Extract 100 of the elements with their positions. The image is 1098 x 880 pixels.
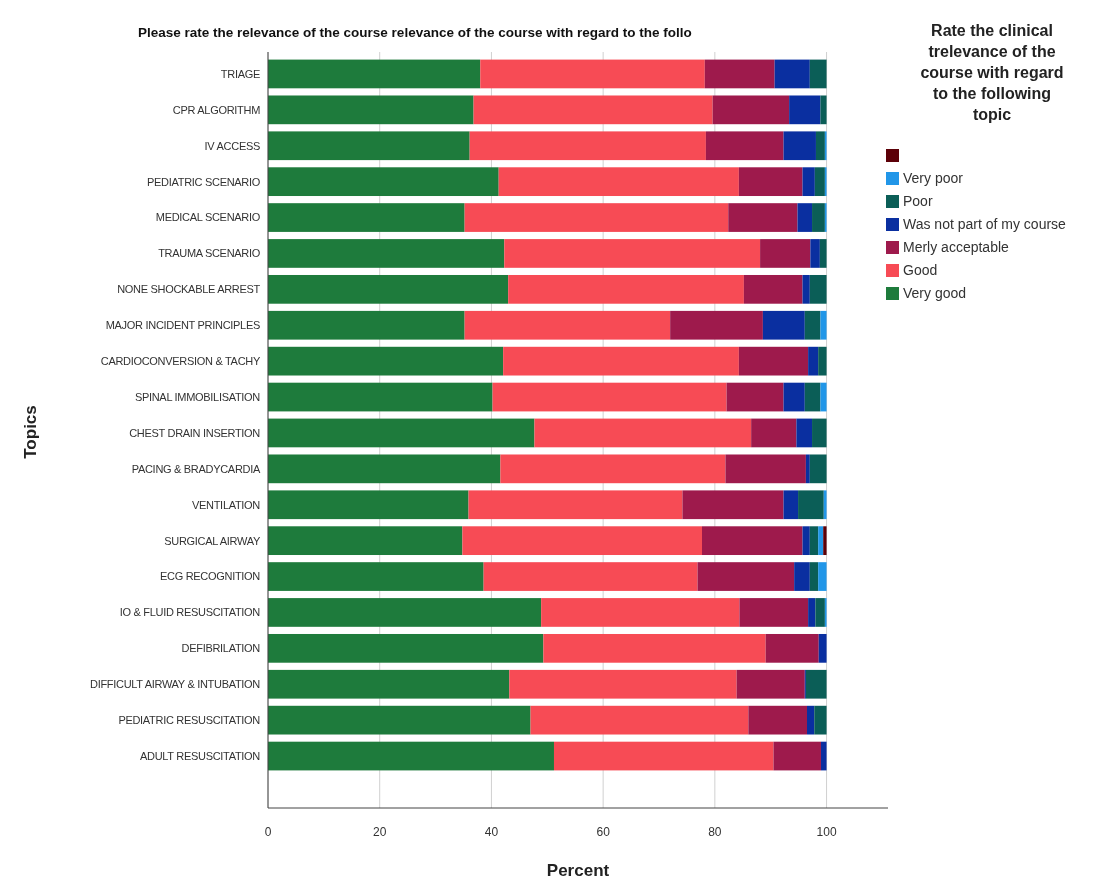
bar — [783, 490, 799, 520]
y-tick-label: MEDICAL SCENARIO — [155, 211, 261, 224]
bar — [492, 382, 727, 412]
bar — [812, 203, 825, 232]
bar — [728, 203, 798, 232]
bar — [268, 741, 554, 771]
bar — [712, 95, 790, 125]
x-tick-label: 80 — [708, 825, 722, 839]
bar — [268, 95, 474, 125]
x-tick-label: 60 — [596, 825, 611, 839]
bar — [805, 454, 810, 484]
bar — [504, 239, 761, 268]
bar — [802, 526, 810, 556]
bar — [738, 346, 809, 376]
bar — [808, 598, 816, 627]
bar — [697, 562, 795, 591]
bar — [774, 59, 810, 89]
y-tick-label: DEFIBRILATION — [181, 642, 261, 655]
bar — [810, 239, 820, 268]
bar — [765, 633, 819, 663]
y-tick-label: SURGICAL AIRWAY — [164, 534, 261, 547]
y-tick-label: IV ACCESS — [204, 139, 260, 152]
y-axis-title: Topics — [21, 405, 40, 459]
bar — [802, 167, 815, 197]
bar — [802, 274, 810, 304]
legend-title: Rate the clinical trelevance of the course with regard to the following topic — [920, 22, 1064, 123]
bar — [268, 274, 509, 304]
bar — [530, 705, 749, 735]
bar — [804, 310, 821, 340]
bar — [783, 131, 816, 161]
bar — [268, 633, 544, 663]
bar — [736, 669, 805, 699]
bar — [804, 382, 821, 412]
bar — [702, 526, 803, 556]
bar — [268, 454, 501, 484]
bar — [798, 490, 824, 520]
y-tick-label: TRAUMA SCENARIO — [158, 247, 261, 260]
bar — [268, 382, 493, 412]
bar — [760, 239, 811, 268]
bar — [268, 203, 465, 232]
bar — [268, 562, 484, 591]
bar — [814, 705, 827, 735]
bar — [814, 167, 825, 197]
bar — [789, 95, 821, 125]
bar — [469, 131, 706, 161]
bar — [743, 274, 803, 304]
y-tick-label: VENTILATION — [191, 498, 261, 511]
bar — [820, 741, 827, 771]
bar — [808, 346, 819, 376]
bar — [541, 598, 740, 627]
bar — [704, 59, 775, 89]
bar — [807, 705, 815, 735]
bar — [464, 203, 729, 232]
bar — [809, 454, 827, 484]
bar — [809, 59, 827, 89]
bar — [705, 131, 784, 161]
bar — [468, 490, 683, 520]
bar — [726, 382, 784, 412]
chart-title: Please rate the relevance of the course relevance of the course with regard to the follo — [138, 25, 692, 40]
bar — [783, 382, 805, 412]
y-tick-label: PEDIATRIC SCENARIO — [147, 175, 261, 188]
bar — [508, 274, 744, 304]
bar — [268, 598, 542, 627]
bar — [473, 95, 713, 125]
bar — [553, 741, 774, 771]
legend-label: Very good — [903, 285, 967, 301]
bar — [483, 562, 698, 591]
bar — [534, 418, 752, 448]
y-tick-label: DIFFICULT AIRWAY & INTUBATION — [90, 678, 261, 691]
bar — [818, 633, 827, 663]
legend-label: Poor — [903, 193, 933, 209]
bar — [268, 346, 504, 376]
bar — [818, 526, 824, 556]
bar — [820, 382, 827, 412]
bar — [268, 669, 510, 699]
y-tick-label: TRIAGE — [220, 67, 260, 80]
bar — [805, 669, 827, 699]
bar — [268, 239, 505, 268]
y-tick-label: CHEST DRAIN INSERTION — [129, 426, 261, 439]
bar — [682, 490, 784, 520]
bar — [819, 239, 827, 268]
bar — [818, 346, 827, 376]
y-tick-label: CPR ALGORITHM — [172, 103, 261, 116]
y-tick-label: MAJOR INCIDENT PRINCIPLES — [105, 319, 260, 332]
bar — [268, 59, 481, 89]
bar — [268, 167, 499, 197]
bar — [268, 310, 465, 340]
bar — [503, 346, 739, 376]
bar — [739, 598, 809, 627]
bar — [762, 310, 805, 340]
bar — [809, 274, 827, 304]
bar — [725, 454, 806, 484]
y-tick-label: SPINAL IMMOBILISATION — [134, 390, 261, 403]
y-tick-label: ECG RECOGNITION — [159, 570, 261, 583]
y-tick-label: IO & FLUID RESUSCITATION — [119, 606, 261, 619]
legend-label: Was not part of my course — [903, 216, 1067, 232]
bar — [820, 310, 827, 340]
bar — [268, 418, 535, 448]
bar — [268, 490, 469, 520]
bar — [823, 490, 827, 520]
